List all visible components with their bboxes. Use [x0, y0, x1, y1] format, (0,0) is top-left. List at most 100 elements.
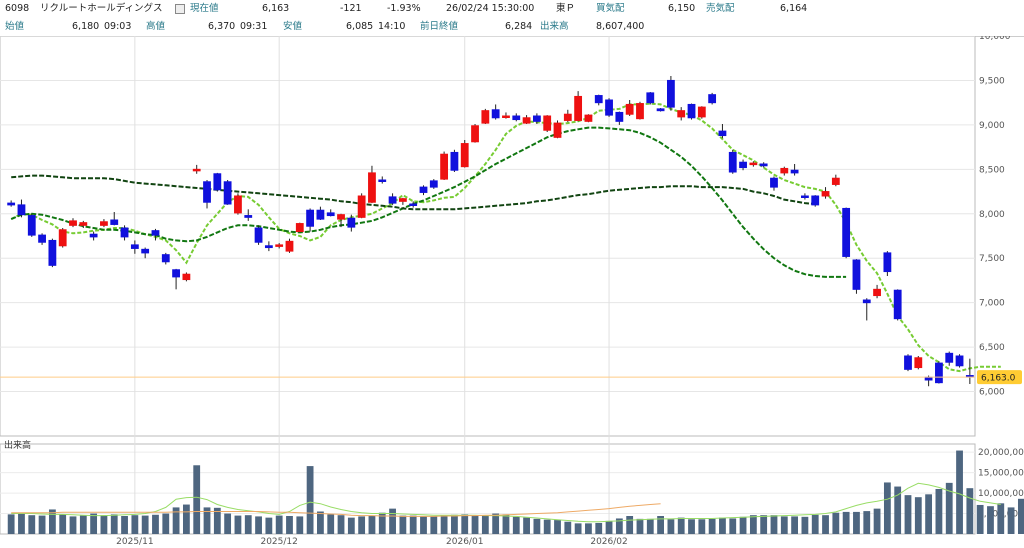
price-change-pct: -1.93%: [387, 3, 421, 14]
volume-bar: [853, 511, 860, 534]
candle: [460, 140, 469, 168]
candle-body: [955, 355, 964, 367]
candle: [48, 238, 57, 268]
volume-bar: [306, 466, 314, 534]
volume-bar: [90, 513, 98, 534]
volume-bar: [1007, 507, 1015, 534]
candle: [17, 199, 26, 218]
candle: [512, 113, 521, 122]
volume-bar: [564, 521, 572, 534]
price-change: -121: [340, 3, 362, 14]
candle: [656, 108, 665, 112]
candle-body: [873, 288, 881, 297]
candle: [646, 92, 655, 105]
candle: [141, 247, 150, 259]
candle: [275, 243, 284, 249]
candle: [728, 149, 737, 174]
candle: [58, 228, 67, 248]
price-tick-label: 6,500: [979, 343, 1005, 353]
candle-body: [687, 103, 696, 119]
volume-bar: [420, 516, 427, 534]
volume-bar: [636, 518, 644, 534]
volume-bar: [780, 516, 788, 534]
candle: [429, 179, 438, 189]
volume-bar: [698, 519, 706, 534]
market-name: 東Ｐ: [556, 3, 576, 14]
candle-body: [388, 196, 397, 204]
candle: [100, 219, 108, 228]
volume-bar: [234, 515, 242, 534]
high-time: 09:31: [240, 21, 268, 32]
volume-bar: [760, 515, 768, 534]
candle: [790, 164, 799, 176]
candle-body: [244, 215, 253, 218]
volume-bar: [997, 503, 1005, 534]
volume-bar: [28, 515, 36, 534]
candle: [254, 225, 263, 245]
candle-body: [728, 151, 737, 173]
candle-body: [739, 161, 747, 169]
candle: [532, 113, 541, 124]
candle-body: [811, 195, 820, 206]
volume-bar: [729, 518, 737, 534]
volume-bar: [956, 450, 963, 534]
candle-body: [656, 108, 665, 112]
volume-bar: [667, 519, 675, 534]
candle-body: [203, 181, 211, 203]
volume-bar: [987, 506, 994, 534]
candle-body: [69, 220, 77, 226]
ma-long-line: [11, 174, 816, 211]
candle: [285, 238, 294, 253]
stock-name: リクルートホールディングス: [40, 3, 163, 14]
candle-body: [130, 244, 139, 249]
volume-bar: [739, 516, 747, 534]
candle: [69, 218, 77, 228]
candle-body: [563, 113, 572, 121]
candle-body: [532, 115, 541, 122]
candle-body: [429, 180, 438, 188]
candle: [852, 259, 861, 294]
candle-body: [172, 269, 180, 278]
candle: [388, 193, 397, 205]
candle-body: [306, 209, 315, 227]
candle: [161, 252, 170, 265]
volume-bar: [451, 514, 458, 534]
volume-bar: [265, 517, 273, 534]
volume-bar: [317, 511, 324, 534]
candle: [316, 206, 325, 220]
current-price-marker: 6,163.0: [0, 370, 1022, 385]
candle-body: [625, 103, 634, 115]
moving-average-lines: [10, 102, 1001, 373]
ma-mid-line: [10, 126, 847, 278]
volume-tick-label: 20,000,000: [978, 448, 1024, 458]
open-time: 09:03: [104, 21, 132, 32]
volume-bar: [801, 516, 809, 534]
candle-body: [615, 111, 624, 122]
candle: [522, 115, 531, 124]
volume-bar: [471, 515, 479, 534]
volume-bar: [409, 515, 417, 534]
volume-bar: [131, 515, 139, 534]
candle-body: [666, 79, 675, 108]
checkbox-icon[interactable]: [175, 4, 185, 14]
volume-bar: [18, 512, 25, 534]
candle: [182, 272, 191, 282]
volume-bar: [688, 519, 695, 534]
candle-body: [883, 252, 892, 273]
candle: [883, 251, 892, 276]
candle-body: [182, 273, 191, 281]
candle-body: [17, 204, 26, 216]
volume-bar: [275, 515, 283, 534]
volume-bar: [368, 515, 376, 534]
volume-bar: [79, 515, 87, 534]
candle-body: [234, 195, 242, 214]
volume-bar: [770, 515, 778, 534]
stock-code: 6098: [5, 3, 30, 14]
candle: [563, 109, 572, 123]
candle: [151, 228, 160, 241]
volume-bar: [554, 520, 561, 534]
candle-body: [491, 109, 500, 119]
stock-chart[interactable]: 10,000 9,500 9,000 8,500 8,000 7,500 7,000 6,50…: [0, 36, 1024, 548]
candle-body: [862, 299, 871, 304]
current-price-badge-label: 6,163.0: [981, 374, 1016, 384]
